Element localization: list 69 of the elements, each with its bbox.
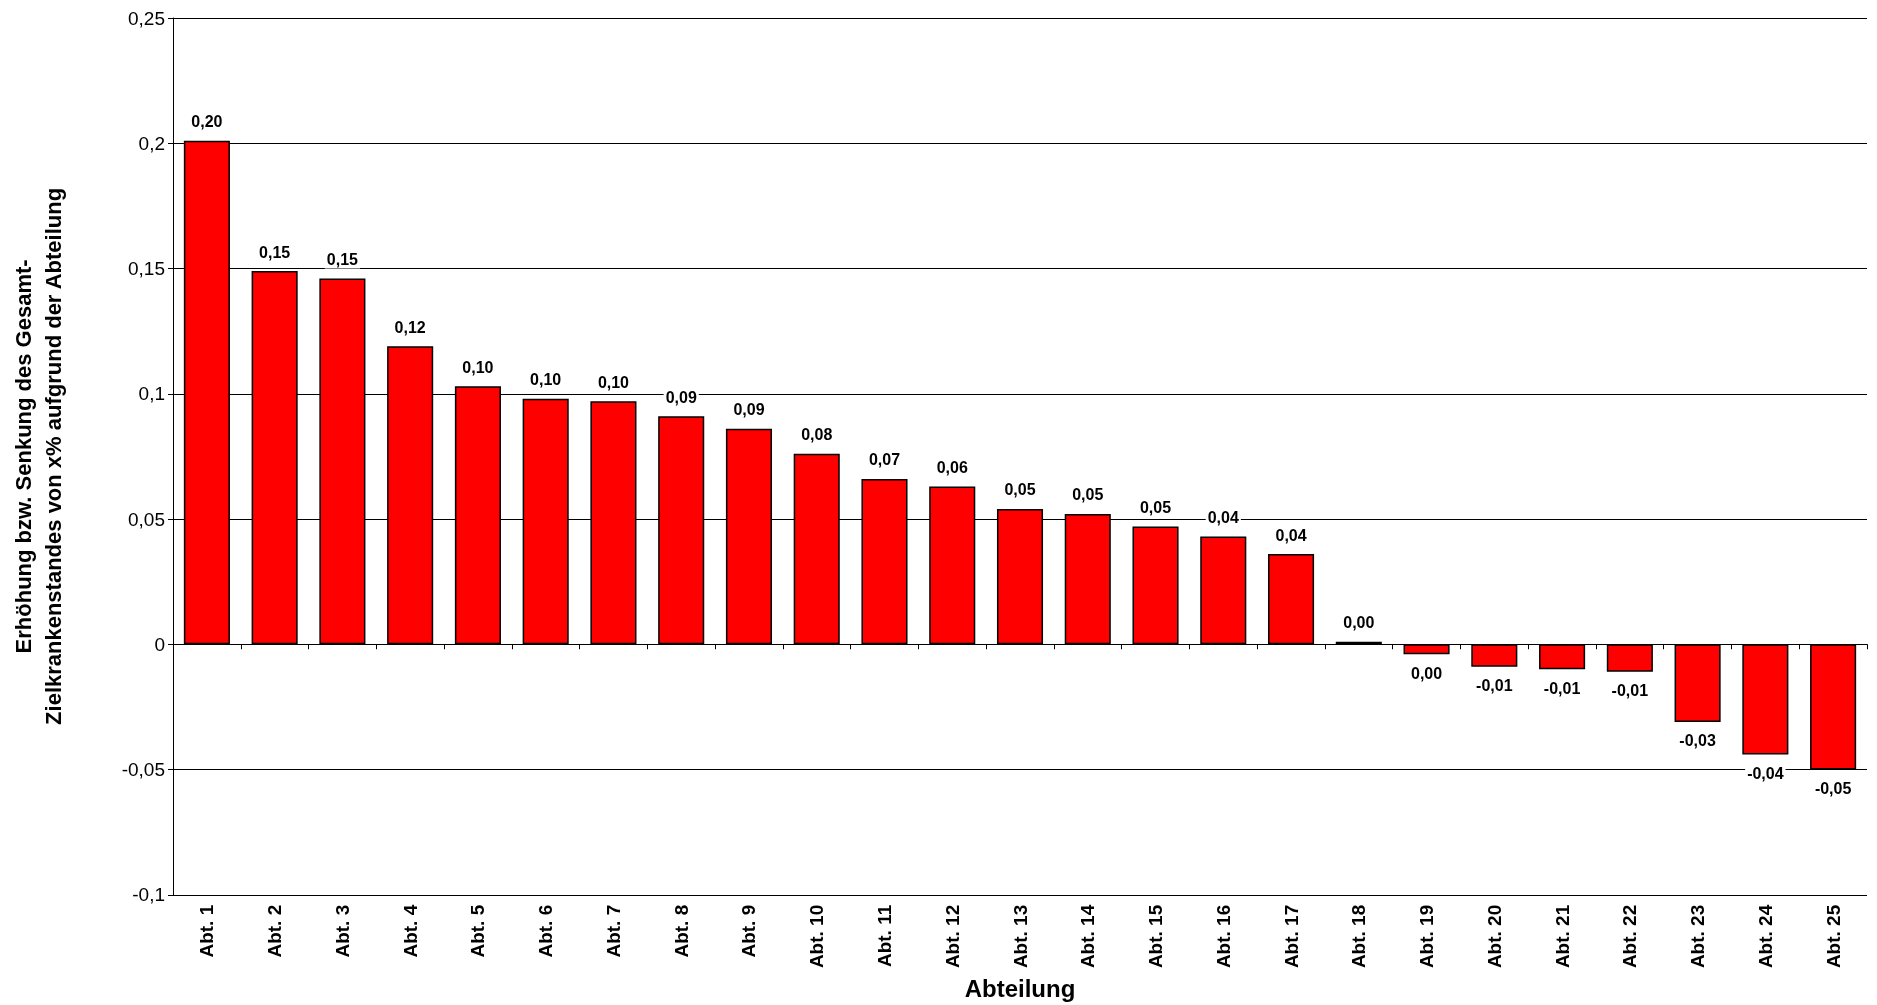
y-tick-label: 0,15 [128, 258, 165, 279]
x-tick-label: Abt. 3 [331, 904, 353, 958]
x-tick-label: Abt. 4 [399, 904, 421, 958]
y-tick-label: 0,05 [128, 508, 165, 530]
bar [1606, 644, 1653, 672]
data-label: 0,00 [1343, 614, 1375, 632]
bar [1471, 644, 1518, 667]
data-label: 0,09 [733, 401, 765, 419]
x-tick-label: Abt. 16 [1212, 904, 1234, 969]
x-tick-label: Abt. 24 [1754, 904, 1776, 969]
x-tick-label: Abt. 22 [1619, 904, 1641, 969]
x-tick-label: Abt. 14 [1077, 904, 1099, 969]
x-tick-label: Abt. 9 [738, 904, 760, 958]
data-label: 0,07 [868, 451, 901, 469]
bar [1268, 554, 1315, 645]
data-label: 0,06 [936, 458, 968, 476]
data-label: 0,10 [530, 371, 562, 389]
y-axis-title: Erhöhung bzw. Senkung des Gesamt- Zielkrankenstandes von x% aufgrund der Abteilung [10, 187, 66, 725]
y-tick-label: 0,2 [138, 132, 165, 154]
data-label: 0,20 [191, 113, 223, 131]
x-axis-title: Abteilung [964, 974, 1076, 1002]
y-tick-label: 0,25 [128, 7, 165, 29]
data-label: 0,10 [597, 373, 630, 391]
data-label: -0,01 [1476, 677, 1513, 695]
data-label: -0,04 [1747, 764, 1784, 782]
bar [1403, 644, 1450, 655]
y-tick-label: 0 [154, 633, 165, 655]
x-tick-label: Abt. 21 [1551, 904, 1573, 969]
data-label: 0,12 [394, 318, 426, 336]
x-tick-label: Abt. 10 [806, 904, 828, 969]
bar [1539, 644, 1586, 670]
bar [1200, 536, 1247, 645]
x-tick-label: Abt. 7 [602, 904, 624, 958]
data-label: 0,10 [462, 358, 494, 376]
x-tick-label: Abt. 13 [1009, 904, 1031, 969]
x-tick-label: Abt. 25 [1822, 904, 1844, 969]
x-tick-label: Abt. 23 [1687, 904, 1709, 969]
data-label: 0,04 [1275, 526, 1307, 544]
bar [1742, 644, 1789, 755]
data-label: -0,01 [1611, 682, 1649, 700]
x-tick-label: Abt. 18 [1348, 904, 1370, 969]
x-tick-label: Abt. 17 [1280, 904, 1302, 969]
data-label: 0,15 [259, 243, 291, 261]
data-label: 0,15 [326, 251, 359, 269]
data-label: 0,04 [1207, 509, 1239, 527]
y-tick-label: -0,1 [132, 884, 165, 906]
bar [1674, 644, 1721, 722]
data-label: 0,09 [665, 388, 697, 406]
x-tick-label: Abt. 8 [670, 904, 692, 958]
data-label: 0,08 [801, 426, 833, 444]
data-label: 0,00 [1410, 664, 1443, 682]
data-label: 0,05 [1072, 486, 1104, 504]
x-tick-label: Abt. 15 [1145, 904, 1167, 969]
x-tick-label: Abt. 19 [1416, 904, 1438, 969]
x-tick-label: Abt. 11 [873, 904, 895, 968]
data-label: 0,05 [1004, 481, 1036, 499]
data-label: -0,03 [1679, 732, 1716, 750]
data-label: 0,05 [1139, 499, 1172, 517]
x-tick-label: Abt. 5 [467, 904, 489, 958]
x-tick-label: Abt. 2 [264, 904, 286, 958]
y-tick-label: -0,05 [121, 759, 165, 780]
x-tick-label: Abt. 12 [941, 904, 963, 969]
bar [1132, 526, 1179, 645]
x-tick-label: Abt. 1 [196, 904, 218, 958]
y-tick-label: 0,1 [138, 383, 165, 405]
data-label: -0,01 [1543, 679, 1581, 697]
x-tick-label: Abt. 6 [535, 904, 557, 958]
data-label: -0,05 [1814, 780, 1852, 797]
x-tick-label: Abt. 20 [1483, 904, 1505, 969]
